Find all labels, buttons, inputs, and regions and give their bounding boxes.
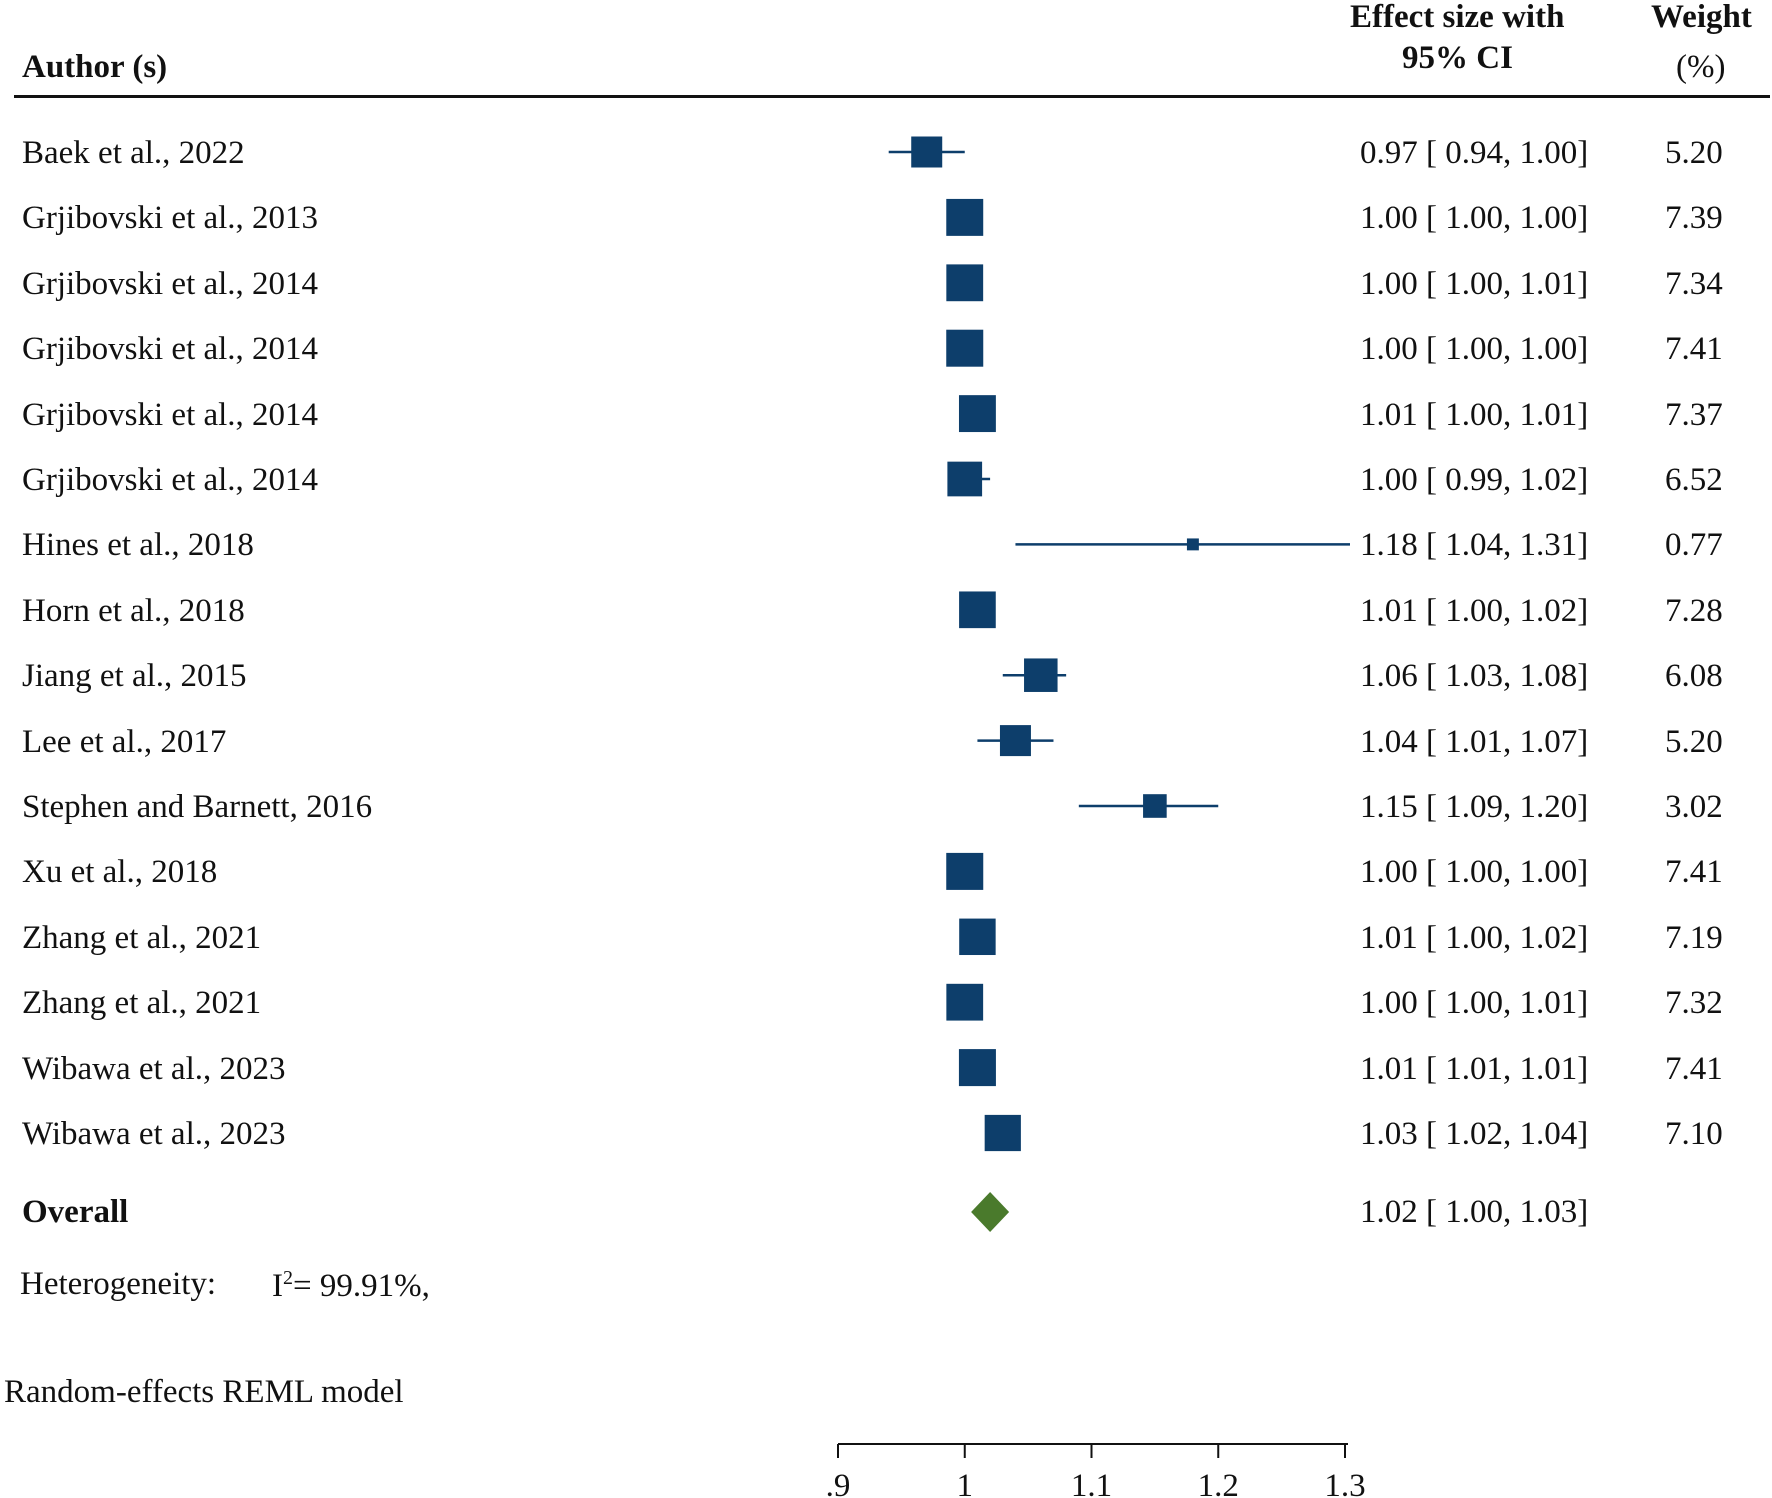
study-effect-size: 0.97 [ 0.94, 1.00] [1360, 135, 1589, 171]
study-weight: 7.37 [1665, 396, 1723, 433]
study-marker [946, 983, 984, 1021]
x-tick-label: 1.3 [1324, 1468, 1365, 1498]
study-weight: 7.41 [1665, 854, 1723, 891]
study-weight: 7.41 [1665, 331, 1723, 368]
header-rule [14, 95, 1770, 98]
study-marker [999, 725, 1031, 757]
study-label: Grjibovski et al., 2014 [22, 331, 319, 368]
weight-column-header-line2: (%) [1676, 49, 1726, 85]
study-label: Jiang et al., 2015 [22, 658, 247, 695]
study-effect-size: 1.00 [ 1.00, 1.01] [1360, 985, 1589, 1022]
x-tick-label: 1.2 [1198, 1468, 1239, 1498]
study-effect-size: 1.04 [ 1.01, 1.07] [1360, 723, 1589, 760]
overall-label: Overall [22, 1194, 129, 1230]
study-marker [911, 136, 943, 168]
study-weight: 5.20 [1665, 135, 1723, 171]
x-tick-label: .9 [826, 1468, 851, 1498]
study-marker [958, 1049, 996, 1087]
study-marker [946, 264, 984, 302]
heterogeneity-label: Heterogeneity: [20, 1266, 217, 1302]
study-effect-size: 1.00 [ 1.00, 1.00] [1360, 331, 1589, 368]
study-label: Stephen and Barnett, 2016 [22, 789, 373, 825]
study-effect-size: 1.18 [ 1.04, 1.31] [1360, 527, 1589, 564]
study-weight: 7.34 [1665, 265, 1723, 302]
study-label: Lee et al., 2017 [22, 723, 227, 760]
study-effect-size: 1.03 [ 1.02, 1.04] [1360, 1116, 1589, 1152]
study-label: Baek et al., 2022 [22, 135, 245, 171]
study-weight: 7.28 [1665, 592, 1723, 629]
study-marker [959, 591, 996, 629]
study-label: Xu et al., 2018 [22, 854, 218, 891]
author-column-header: Author (s) [22, 49, 168, 85]
study-marker [1024, 658, 1058, 692]
i2-value: = 99.91%, [293, 1268, 430, 1304]
overall-diamond [971, 1192, 1010, 1232]
study-weight: 7.19 [1665, 919, 1723, 956]
study-effect-size: 1.00 [ 0.99, 1.02] [1360, 462, 1589, 498]
study-weight: 7.32 [1665, 985, 1723, 1022]
i2-prefix: I [272, 1268, 283, 1304]
study-weight: 7.41 [1665, 1050, 1723, 1087]
overall-effect-size: 1.02 [ 1.00, 1.03] [1360, 1194, 1589, 1230]
model-note: Random-effects REML model [4, 1374, 404, 1410]
study-label: Horn et al., 2018 [22, 592, 245, 629]
study-marker [959, 918, 996, 956]
study-label: Grjibovski et al., 2013 [22, 200, 319, 237]
study-marker [946, 852, 984, 890]
study-effect-size: 1.00 [ 1.00, 1.00] [1360, 854, 1589, 891]
study-label: Grjibovski et al., 2014 [22, 462, 319, 498]
study-marker [1143, 794, 1167, 818]
study-effect-size: 1.01 [ 1.00, 1.02] [1360, 919, 1589, 956]
study-label: Hines et al., 2018 [22, 527, 254, 564]
study-weight: 0.77 [1665, 527, 1723, 564]
study-effect-size: 1.00 [ 1.00, 1.00] [1360, 200, 1589, 237]
study-weight: 6.08 [1665, 658, 1723, 695]
study-label: Grjibovski et al., 2014 [22, 265, 319, 302]
weight-column-header-line1: Weight [1651, 0, 1752, 35]
study-marker [984, 1114, 1021, 1152]
study-effect-size: 1.01 [ 1.01, 1.01] [1360, 1050, 1589, 1087]
study-label: Wibawa et al., 2023 [22, 1116, 286, 1152]
study-weight: 7.39 [1665, 200, 1723, 237]
study-weight: 5.20 [1665, 723, 1723, 760]
study-marker [946, 198, 984, 236]
study-marker [947, 461, 983, 497]
study-marker [946, 329, 984, 367]
study-label: Zhang et al., 2021 [22, 919, 262, 956]
effect-size-column-header-line2: 95% CI [1402, 40, 1513, 76]
effect-size-column-header-line1: Effect size with [1350, 0, 1565, 35]
study-label: Zhang et al., 2021 [22, 985, 262, 1022]
study-label: Grjibovski et al., 2014 [22, 396, 319, 433]
study-marker [1186, 538, 1199, 551]
study-weight: 3.02 [1665, 789, 1723, 825]
study-effect-size: 1.00 [ 1.00, 1.01] [1360, 265, 1589, 302]
i2-statistic: I2= 99.91%, [272, 1268, 430, 1303]
study-effect-size: 1.01 [ 1.00, 1.01] [1360, 396, 1589, 433]
study-weight: 6.52 [1665, 462, 1723, 498]
study-effect-size: 1.06 [ 1.03, 1.08] [1360, 658, 1589, 695]
i2-superscript: 2 [283, 1267, 293, 1289]
study-label: Wibawa et al., 2023 [22, 1050, 286, 1087]
x-tick-label: 1.1 [1071, 1468, 1112, 1498]
study-effect-size: 1.15 [ 1.09, 1.20] [1360, 789, 1589, 825]
study-weight: 7.10 [1665, 1116, 1723, 1152]
x-tick-label: 1 [957, 1468, 974, 1498]
study-effect-size: 1.01 [ 1.00, 1.02] [1360, 592, 1589, 629]
study-marker [958, 395, 996, 433]
